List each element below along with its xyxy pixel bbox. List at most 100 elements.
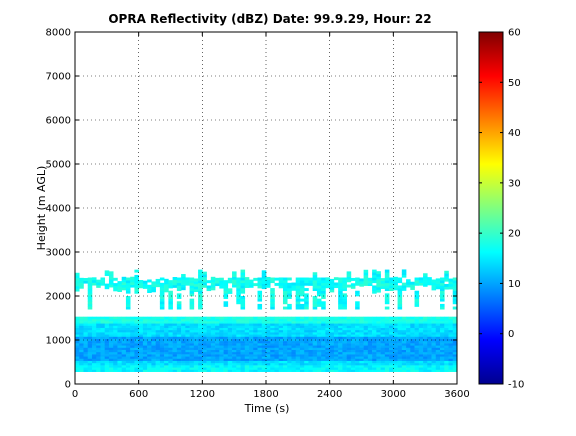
heat-cell [338, 321, 343, 324]
heat-cell [249, 336, 254, 339]
heat-cell [155, 318, 161, 322]
heat-cell [423, 360, 428, 364]
heat-cell [363, 325, 369, 328]
heat-cell [384, 323, 390, 326]
heat-cell [287, 321, 292, 324]
heat-cell [282, 360, 288, 364]
heat-cell [295, 323, 301, 326]
heat-cell [329, 289, 335, 293]
heat-cell [113, 325, 118, 328]
heat-cell [452, 293, 457, 297]
heat-cell [287, 345, 292, 348]
heat-cell [452, 282, 457, 286]
heat-cell [253, 345, 258, 348]
heat-cell [372, 354, 377, 357]
heat-cell [202, 340, 207, 344]
heat-cell [168, 365, 173, 368]
heat-cell [117, 345, 122, 348]
heat-cell [406, 338, 411, 342]
heat-cell [159, 277, 165, 281]
heat-cell [342, 282, 347, 286]
heat-cell [257, 340, 263, 344]
heat-cell [435, 343, 441, 346]
heat-cell [189, 351, 195, 355]
heat-cell [384, 274, 390, 278]
heat-cell [444, 365, 449, 368]
heat-cell [159, 325, 165, 328]
heat-cell [91, 316, 97, 320]
heat-cell [312, 332, 318, 335]
heat-cell [198, 293, 203, 297]
heat-cell [287, 293, 292, 297]
heat-cell [282, 321, 288, 324]
heat-cell [291, 358, 297, 361]
heat-cell [427, 327, 432, 331]
heat-cell [384, 288, 390, 292]
heat-cell [168, 367, 173, 370]
heat-cell [372, 285, 377, 289]
heat-cell [202, 282, 207, 286]
heat-cell [295, 354, 301, 357]
heat-cell [215, 334, 220, 337]
heat-cell [151, 362, 156, 366]
heat-cell [427, 369, 432, 372]
heat-cell [380, 327, 386, 331]
heat-cell [401, 287, 407, 291]
heat-cell [427, 318, 432, 322]
heat-cell [117, 349, 122, 353]
heat-cell [151, 284, 156, 287]
heat-cell [185, 277, 190, 281]
heat-cell [168, 290, 173, 294]
heat-cell [427, 334, 432, 337]
heat-cell [444, 323, 449, 326]
y-tick-label: 5000 [46, 160, 71, 171]
heat-cell [435, 354, 441, 357]
heat-cell [384, 369, 390, 372]
heat-cell [176, 288, 182, 292]
heat-cell [159, 321, 165, 324]
heat-cell [282, 277, 288, 281]
heat-cell [342, 351, 347, 355]
heat-cell [287, 358, 292, 361]
heat-cell [181, 329, 186, 333]
heat-cell [363, 277, 369, 281]
heat-cell [206, 323, 212, 326]
heat-cell [278, 354, 284, 357]
heat-cell [172, 356, 178, 359]
heat-cell [299, 365, 305, 368]
heat-cell [91, 325, 97, 328]
heat-cell [108, 316, 114, 320]
heat-cell [435, 365, 441, 368]
heat-cell [185, 318, 190, 322]
heat-cell [261, 316, 267, 320]
heat-cell [198, 277, 203, 281]
heat-cell [147, 334, 152, 337]
heat-cell [198, 269, 203, 273]
heat-cell [444, 336, 449, 339]
heat-cell [363, 336, 369, 339]
heat-cell [448, 340, 454, 344]
heat-cell [291, 340, 297, 344]
heat-cell [202, 316, 207, 320]
heat-cell [282, 285, 288, 289]
heat-cell [232, 279, 237, 283]
heat-cell [147, 318, 152, 322]
heat-cell [448, 345, 454, 348]
heat-cell [236, 351, 241, 355]
heat-cell [193, 334, 199, 337]
heat-cell [159, 351, 165, 355]
heat-cell [168, 306, 173, 310]
heat-cell [181, 332, 186, 335]
heat-cell [261, 362, 267, 366]
heat-cell [83, 329, 89, 333]
heat-cell [236, 365, 241, 368]
heat-cell [236, 280, 241, 284]
colorbar-tick-label: 30 [508, 178, 521, 189]
heat-cell [316, 358, 322, 361]
heat-cell [325, 365, 330, 368]
heat-cell [266, 347, 271, 350]
heat-cell [117, 286, 122, 290]
heat-cell [244, 340, 250, 344]
heat-cell [444, 283, 449, 287]
heat-cell [172, 369, 178, 372]
